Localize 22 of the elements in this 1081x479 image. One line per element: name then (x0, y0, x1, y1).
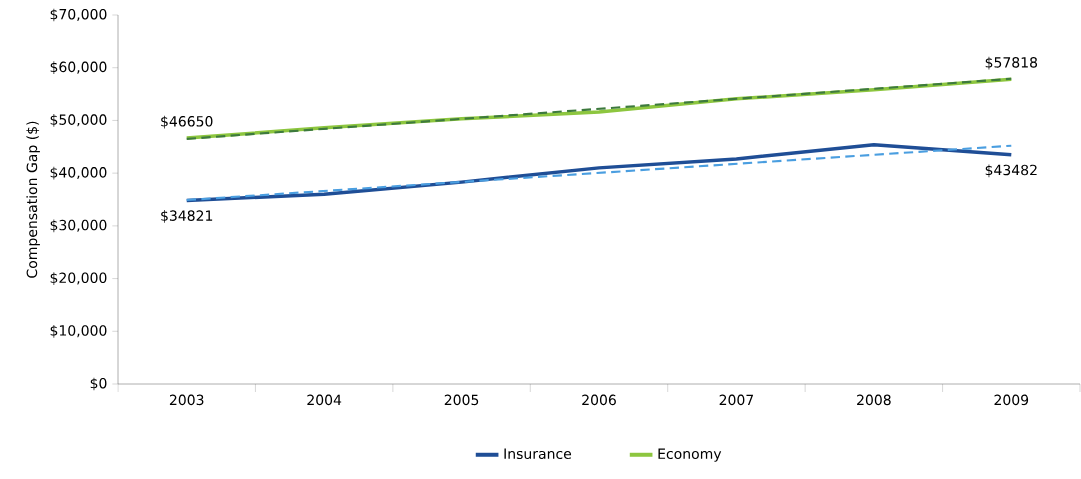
x-tick-label: 2004 (307, 394, 342, 406)
y-tick-label: $30,000 (50, 219, 107, 233)
y-tick-label: $70,000 (50, 8, 107, 22)
y-tick-label: $40,000 (50, 166, 107, 180)
annotation: $46650 (161, 115, 213, 129)
legend-label: Insurance (504, 448, 572, 460)
x-tick-label: 2003 (169, 394, 204, 406)
x-tick-label: 2006 (582, 394, 616, 406)
annotation: $57818 (985, 56, 1038, 70)
legend-label: Economy (658, 448, 722, 462)
x-tick-label: 2005 (444, 394, 479, 406)
x-tick-label: 2007 (719, 394, 754, 406)
y-tick-label: $0 (90, 377, 107, 391)
y-tick-label: $10,000 (50, 324, 107, 338)
x-tick-label: 2009 (994, 394, 1029, 406)
y-axis-title: Compensation Gap ($) (26, 121, 40, 278)
annotation: $34821 (161, 210, 213, 223)
y-tick-label: $60,000 (50, 61, 107, 75)
annotation: $43482 (985, 164, 1037, 178)
y-tick-label: $50,000 (50, 114, 107, 127)
x-tick-label: 2008 (857, 394, 891, 406)
y-tick-label: $20,000 (50, 272, 107, 285)
